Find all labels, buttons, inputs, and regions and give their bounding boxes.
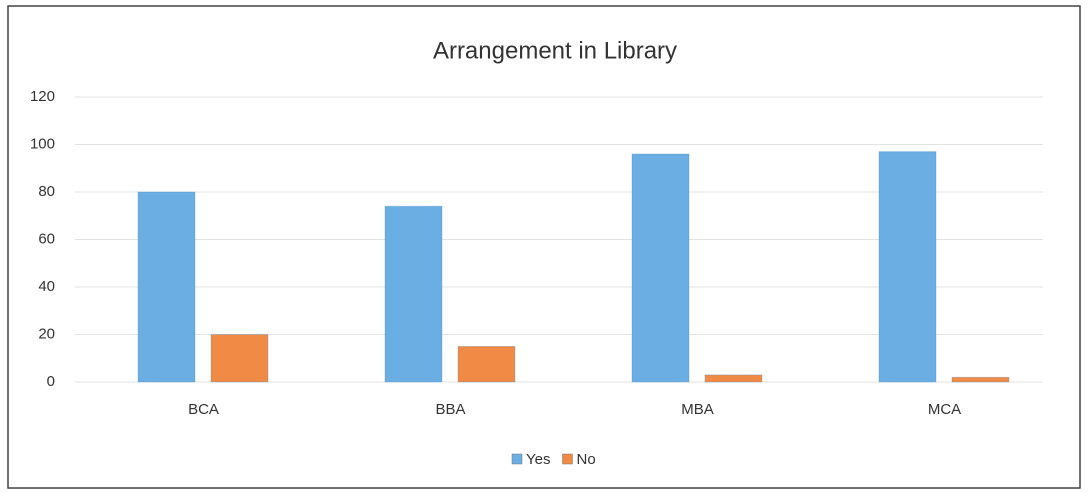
legend-swatch — [511, 453, 523, 465]
legend-label: No — [576, 451, 595, 468]
y-tick-label: 60 — [38, 230, 55, 247]
y-tick-label: 20 — [38, 325, 55, 342]
bar — [704, 374, 763, 383]
y-tick-label: 100 — [30, 135, 55, 152]
legend-label: Yes — [526, 451, 550, 468]
bar — [384, 205, 443, 383]
y-tick-label: 40 — [38, 278, 55, 295]
bar — [878, 151, 937, 383]
y-tick-label: 120 — [30, 88, 55, 105]
bar — [137, 191, 196, 383]
x-tick-label: MCA — [928, 401, 961, 418]
bar — [210, 334, 269, 383]
bar — [457, 345, 516, 383]
x-tick-label: BCA — [188, 401, 219, 418]
chart-title: Arrangement in Library — [433, 37, 677, 64]
x-tick-label: MBA — [681, 401, 714, 418]
y-tick-label: 0 — [47, 373, 55, 390]
legend-swatch — [562, 453, 573, 465]
bar — [951, 376, 1010, 383]
y-tick-label: 80 — [38, 183, 55, 200]
x-tick-label: BBA — [435, 401, 465, 418]
bar — [631, 153, 690, 383]
